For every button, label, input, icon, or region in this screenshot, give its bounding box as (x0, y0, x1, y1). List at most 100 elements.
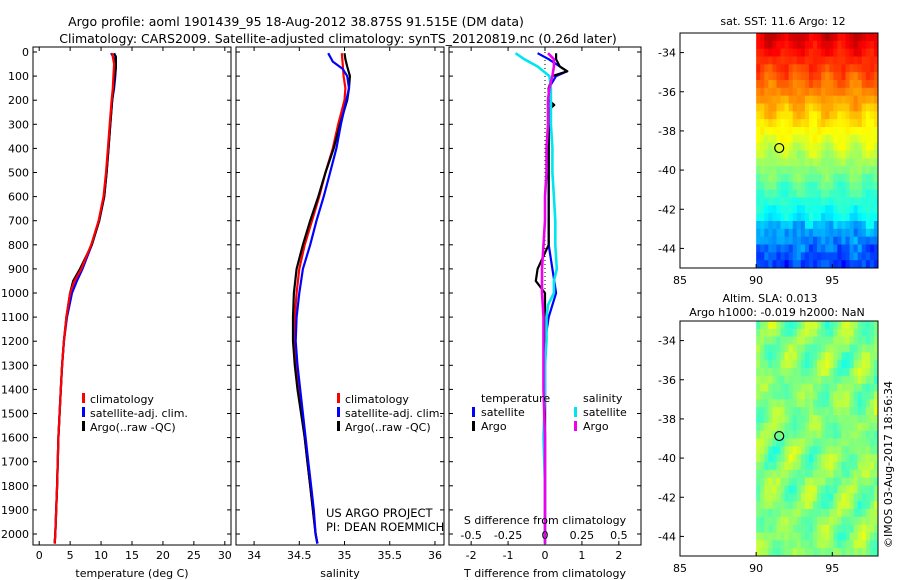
map-cell (804, 469, 810, 479)
map-cell (845, 33, 850, 42)
map-cell (780, 197, 785, 206)
map-cell (833, 501, 838, 510)
map-cell (817, 111, 822, 120)
map-cell (764, 150, 769, 159)
map-cell (857, 501, 863, 510)
map-cell (873, 150, 879, 159)
map-cell (857, 407, 863, 416)
map-cell (768, 375, 773, 385)
map-cell (865, 446, 871, 455)
x-axis-label: temperature (deg C) (75, 567, 188, 580)
map-cell (869, 540, 875, 549)
map-cell (817, 40, 822, 50)
map-cell (804, 524, 810, 533)
map-cell (865, 64, 871, 73)
map-cell (849, 40, 855, 50)
map-cell (861, 485, 867, 494)
legend-swatch (472, 407, 475, 417)
map-cell (841, 134, 846, 144)
map-cell (804, 236, 810, 245)
map-cell (804, 87, 810, 97)
map-cell (865, 454, 871, 463)
map-cell (841, 501, 846, 510)
map-cell (796, 469, 802, 479)
map-cell (849, 158, 855, 167)
map-cell (865, 493, 871, 502)
map-cell (817, 368, 822, 377)
map-cell (873, 174, 879, 183)
map-cell (825, 119, 830, 128)
map-cell (841, 399, 846, 408)
map-cell (833, 158, 838, 167)
map-cell (821, 516, 826, 526)
map-cell (861, 252, 867, 261)
map-cell (869, 477, 875, 486)
map-cell (841, 221, 846, 230)
map-cell (804, 244, 810, 253)
map-cell (788, 524, 794, 533)
map-cell (808, 260, 814, 269)
map-cell (865, 524, 871, 533)
map-cell (817, 150, 822, 159)
map-cell (792, 95, 798, 104)
map-cell (873, 548, 879, 557)
map-cell (780, 260, 785, 269)
map-cell (849, 454, 855, 463)
map-cell (873, 485, 879, 494)
map-cell (804, 368, 810, 377)
map-cell (837, 80, 842, 89)
map-cell (808, 48, 814, 57)
map-cell (853, 111, 859, 120)
map-cell (772, 213, 777, 222)
map-cell (788, 462, 794, 471)
map-cell (857, 516, 863, 526)
map-cell (800, 391, 806, 400)
map-cell (788, 221, 794, 230)
map-cell (845, 360, 850, 369)
map-cell (784, 72, 790, 81)
map-cell (873, 40, 879, 50)
map-cell (841, 540, 846, 549)
map-cell (849, 205, 855, 214)
map-cell (873, 166, 879, 175)
map-cell (821, 111, 826, 120)
map-cell (845, 95, 850, 104)
map-cell (825, 111, 830, 120)
map-cell (873, 134, 879, 144)
map-cell (849, 383, 855, 392)
map-cell (780, 48, 785, 57)
map-cell (788, 33, 794, 42)
map-cell (833, 462, 838, 471)
x-tick-label: 10 (94, 549, 108, 562)
map-cell (865, 336, 871, 345)
map-cell (764, 438, 769, 447)
map-cell (841, 72, 846, 81)
map-cell (800, 95, 806, 104)
map-cell (768, 181, 773, 191)
map-cell (873, 375, 879, 385)
map-cell (829, 430, 834, 439)
map-cell (776, 532, 781, 541)
map-cell (829, 174, 834, 183)
map-cell (861, 228, 867, 238)
map-cell (804, 72, 810, 81)
map-cell (833, 228, 838, 238)
map-cell (780, 119, 785, 128)
map-cell (784, 462, 790, 471)
map-cell (768, 509, 773, 518)
s-axis-label: S difference from climatology (464, 514, 627, 527)
map-cell (833, 150, 838, 159)
map-cell (837, 383, 842, 392)
map-cell (772, 344, 777, 353)
map-cell (837, 181, 842, 191)
map-cell (800, 477, 806, 486)
map-cell (829, 438, 834, 447)
map-cell (833, 469, 838, 479)
y-tick-label: -38 (658, 413, 676, 426)
map-cell (800, 532, 806, 541)
map-cell (756, 252, 761, 261)
map-cell (873, 127, 879, 136)
map-cell (817, 119, 822, 128)
map-cell (764, 221, 769, 230)
map-cell (849, 228, 855, 238)
